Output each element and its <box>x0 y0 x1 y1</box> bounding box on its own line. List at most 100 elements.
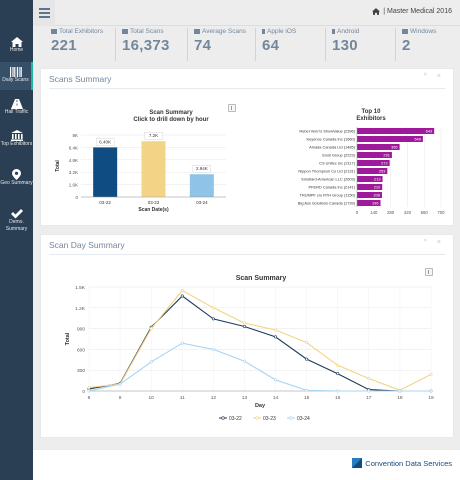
data-point <box>242 321 246 325</box>
data-label: 208 <box>373 193 380 198</box>
bar-03-24 <box>189 174 214 197</box>
stat-total-scans: Total Scans 16,373 <box>115 28 187 61</box>
x-tick-label: 9 <box>119 395 122 401</box>
data-label-box <box>192 165 212 173</box>
x-tick-label: 11 <box>180 395 185 401</box>
panel-tools[interactable]: ^ × <box>423 239 445 246</box>
stat-value: 2 <box>402 37 411 54</box>
home-icon <box>372 8 381 15</box>
y-tick-label: 0 <box>82 389 85 395</box>
hbar <box>357 152 392 158</box>
category-label: Keyence Canada Inc (1660) <box>307 137 356 142</box>
x-tick-label: 15 <box>304 395 310 401</box>
category-label: Nippon Thompson Co Ltd (2131) <box>298 169 355 174</box>
sidebar: Home Daily Scans Hall Traffic Top Exhibi… <box>0 0 33 480</box>
nav-item-top-exhibitors[interactable]: Top Exhibitors <box>0 127 33 159</box>
check-icon <box>10 209 23 219</box>
nav-item-home[interactable]: Home <box>0 33 33 60</box>
data-label-box <box>144 131 163 140</box>
series-line-03-24 <box>88 342 431 392</box>
x-tick-label: 420 <box>404 210 412 215</box>
nav-item-demo-summary[interactable]: Demo. Summary <box>0 206 33 238</box>
data-label: 6.40K <box>99 139 111 144</box>
data-point <box>242 359 246 363</box>
series-line-03-22 <box>88 295 431 392</box>
category-label: Amada Canada Ltd (1485) <box>309 145 356 150</box>
hbar <box>357 168 388 174</box>
data-point <box>429 372 433 376</box>
x-tick-label: 14 <box>273 395 279 401</box>
export-menu-icon[interactable] <box>228 104 236 112</box>
data-point <box>305 388 309 392</box>
nav-label: Top Exhibitors <box>0 141 33 147</box>
home-icon <box>10 37 23 47</box>
x-tick-label: 140 <box>370 210 378 215</box>
stat-average-scans: Average Scans 74 <box>187 28 255 61</box>
chart-subtitle: Click to drill down by hour <box>133 117 209 123</box>
data-label: 213 <box>374 177 381 182</box>
x-tick-label: 280 <box>387 210 395 215</box>
chart-subtitle: Exhibitors <box>356 116 386 122</box>
data-point <box>180 294 184 298</box>
menu-toggle-button[interactable] <box>33 0 55 26</box>
category-label: TRUMPF c/o RTH Group (1150) <box>300 193 356 198</box>
y-tick-label: 6.4K <box>69 145 78 150</box>
hbar <box>357 200 381 206</box>
x-tick-label: 19 <box>428 395 434 401</box>
stat-value: 64 <box>262 37 280 54</box>
export-menu-icon[interactable] <box>425 268 433 276</box>
data-point <box>149 360 153 364</box>
apple-icon <box>262 28 265 34</box>
scan-day-line-chart[interactable]: 0 300 600 900 1.2K 1.5K 8 9 10 11 12 13 14 15 16 17 18 19… <box>49 279 449 429</box>
data-point <box>305 340 309 344</box>
nav-item-geo-summary[interactable]: Geo Summary <box>0 166 33 198</box>
footer-logo-text: Convention Data Services <box>365 458 452 468</box>
nav-item-daily-scans[interactable]: Daily Scans <box>0 62 33 90</box>
road-icon <box>10 99 23 109</box>
hbar <box>357 128 435 134</box>
event-name: | Master Medical 2016 <box>383 8 452 15</box>
data-point <box>211 317 215 321</box>
x-tick-label: 16 <box>335 395 341 401</box>
chart-title: Scan Summary <box>235 275 287 282</box>
x-tick-label: 13 <box>242 395 248 401</box>
panel-tools[interactable]: ^ × <box>423 73 445 80</box>
data-point <box>274 335 278 339</box>
top-exhibitors-chart[interactable]: 0 140 280 420 560 700 Rebel Venn's ShowValue (… <box>253 125 451 223</box>
series-line-03-23 <box>88 289 432 391</box>
panel-header: Scan Day Summary ^ × <box>49 235 445 255</box>
data-label: 210 <box>374 185 381 190</box>
chart-title: Scan Summary <box>149 110 193 116</box>
x-tick-label: 03-22 <box>99 200 111 205</box>
legend-label: 03-22 <box>229 416 242 422</box>
data-point <box>180 341 184 345</box>
data-label: 7.2K <box>149 133 158 138</box>
bar-03-23 <box>141 141 166 197</box>
y-tick-label: 300 <box>77 368 85 374</box>
hbar <box>357 184 383 190</box>
y-tick-label: 900 <box>77 327 85 333</box>
legend-marker <box>289 416 293 420</box>
nav-label: Hall Traffic <box>4 109 29 115</box>
data-point <box>398 389 402 393</box>
x-tick-label: 12 <box>211 395 217 401</box>
stat-apple-ios: Apple iOS 64 <box>255 28 325 61</box>
legend-label: 03-23 <box>263 416 276 422</box>
category-label: Ensil Group (2223) <box>322 153 355 158</box>
scan-summary-bar-chart[interactable]: 0 1.6K 3.2K 4.8K 6.4K 8K 6.40K 03-22 7.2K 03-23 2.… <box>51 127 251 217</box>
data-point <box>336 389 340 393</box>
category-label: Smutlard-American LLC (2603) <box>301 177 356 182</box>
stat-label: Apple iOS <box>267 28 297 35</box>
data-point <box>211 306 215 310</box>
stat-label: Windows <box>410 28 437 35</box>
data-point <box>87 386 91 390</box>
legend-marker <box>255 416 259 420</box>
y-tick-label: 8K <box>72 133 78 138</box>
data-point <box>305 357 309 361</box>
stat-label: Total Exhibitors <box>59 28 104 35</box>
data-label-box <box>95 138 115 146</box>
nav-item-hall-traffic[interactable]: Hall Traffic <box>0 96 33 122</box>
y-axis-label: Total <box>55 160 61 172</box>
users-icon <box>51 28 57 34</box>
data-point <box>242 325 246 329</box>
